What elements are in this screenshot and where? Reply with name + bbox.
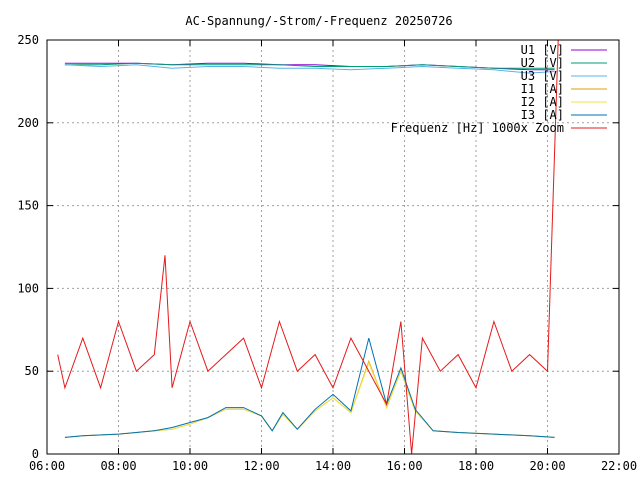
x-tick-label: 20:00 — [529, 459, 565, 473]
legend-label: U1 [V] — [521, 43, 564, 57]
legend: U1 [V]U2 [V]U3 [V]I1 [A]I2 [A]I3 [A]Freq… — [391, 43, 607, 135]
series-line — [64, 337, 555, 438]
axis-ticks: 0 50 100 150 200 250 06:00 08:00 10:00 12:00 14:00… — [17, 33, 637, 473]
chart-title: AC-Spannung/-Strom/-Frequenz 20250726 — [185, 14, 452, 28]
x-tick-label: 10:00 — [172, 459, 208, 473]
y-tick-label: 200 — [17, 116, 39, 130]
x-tick-label: 14:00 — [315, 459, 351, 473]
series-line — [57, 39, 559, 455]
x-tick-label: 12:00 — [243, 459, 279, 473]
x-tick-label: 22:00 — [601, 459, 637, 473]
series-line — [64, 62, 555, 69]
y-tick-label: 250 — [17, 33, 39, 47]
legend-label: I3 [A] — [521, 108, 564, 122]
x-tick-label: 16:00 — [386, 459, 422, 473]
series-line — [64, 361, 555, 438]
legend-label: I1 [A] — [521, 82, 564, 96]
y-tick-label: 0 — [32, 447, 39, 461]
legend-label: I2 [A] — [521, 95, 564, 109]
series-line — [64, 64, 555, 74]
x-tick-label: 06:00 — [29, 459, 65, 473]
series-line — [64, 359, 555, 438]
legend-label: U3 [V] — [521, 69, 564, 83]
legend-label: Frequenz [Hz] 1000x Zoom — [391, 121, 564, 135]
y-tick-label: 50 — [25, 364, 39, 378]
x-tick-label: 18:00 — [458, 459, 494, 473]
y-tick-label: 100 — [17, 281, 39, 295]
series-lines — [57, 39, 559, 455]
legend-label: U2 [V] — [521, 56, 564, 70]
x-tick-label: 08:00 — [100, 459, 136, 473]
y-tick-label: 150 — [17, 199, 39, 213]
grid — [47, 40, 619, 454]
